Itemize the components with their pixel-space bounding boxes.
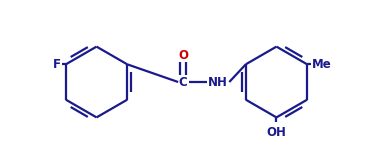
- Text: Me: Me: [312, 58, 332, 71]
- Text: O: O: [178, 49, 188, 62]
- Text: OH: OH: [267, 126, 286, 139]
- Text: C: C: [179, 76, 188, 88]
- Text: F: F: [53, 58, 61, 71]
- Text: NH: NH: [207, 76, 228, 88]
